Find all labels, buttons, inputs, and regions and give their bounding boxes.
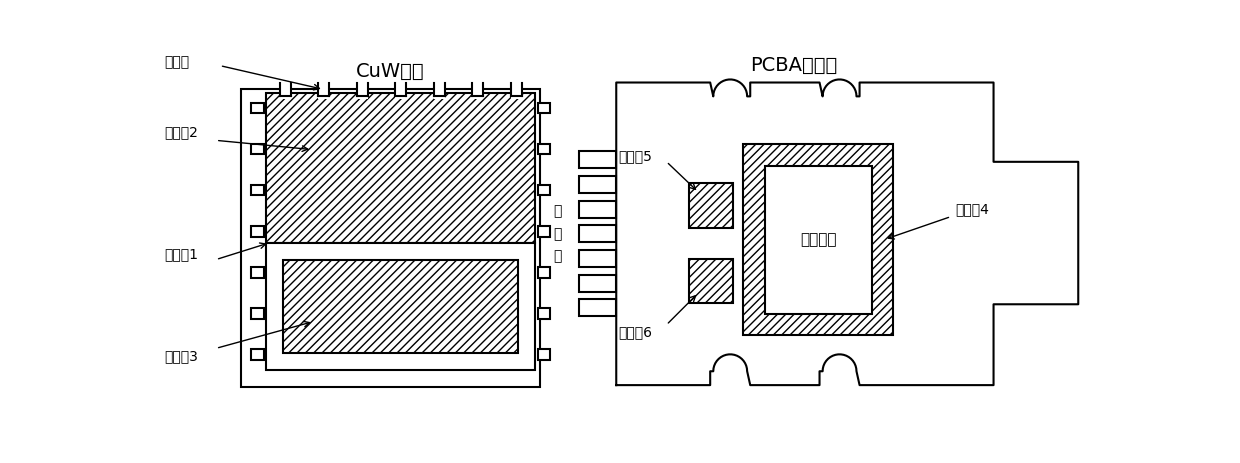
Bar (242, 89, 541, 388)
Bar (472, 83, 484, 99)
Bar (252, 308, 264, 319)
Bar (511, 83, 522, 99)
Bar (396, 83, 405, 99)
Polygon shape (616, 80, 1079, 385)
Bar (252, 144, 264, 154)
Bar (434, 83, 444, 99)
Text: 配合面1: 配合面1 (164, 247, 198, 261)
Bar (538, 185, 551, 195)
Bar (252, 102, 264, 113)
Bar (579, 176, 616, 193)
Bar (743, 144, 894, 335)
Bar (265, 93, 536, 243)
Text: PCBA电路板: PCBA电路板 (750, 56, 837, 75)
Bar (538, 267, 551, 278)
Bar (579, 275, 616, 292)
Bar (538, 102, 551, 113)
Bar (689, 259, 733, 303)
Bar (538, 226, 551, 237)
Bar (689, 183, 733, 228)
Bar (689, 259, 733, 303)
Bar (280, 83, 290, 99)
Text: CuW底座: CuW底座 (356, 62, 425, 81)
Text: 配合面3: 配合面3 (164, 349, 198, 363)
Bar (765, 166, 872, 313)
Bar (743, 144, 894, 335)
Text: 导胶槽: 导胶槽 (164, 55, 190, 69)
Text: 开窗区域: 开窗区域 (800, 232, 837, 247)
Bar (689, 183, 733, 228)
Text: 配合面2: 配合面2 (164, 125, 198, 140)
Bar (538, 308, 551, 319)
Bar (252, 267, 264, 278)
Bar (538, 144, 551, 154)
Bar (579, 225, 616, 242)
Bar (252, 349, 264, 360)
Bar (579, 151, 616, 169)
Bar (283, 260, 518, 353)
Text: 配合面6: 配合面6 (619, 325, 652, 340)
Text: 配合面5: 配合面5 (619, 149, 652, 163)
Text: 金
手
指: 金 手 指 (553, 204, 562, 263)
Bar (579, 299, 616, 316)
Bar (265, 93, 536, 243)
Bar (319, 83, 329, 99)
Bar (252, 185, 264, 195)
Bar (579, 200, 616, 218)
Bar (357, 83, 367, 99)
Bar (283, 260, 518, 353)
Bar (538, 349, 551, 360)
Bar (579, 250, 616, 267)
Text: 配合面4: 配合面4 (955, 202, 990, 216)
Bar (252, 226, 264, 237)
Bar (265, 243, 536, 370)
